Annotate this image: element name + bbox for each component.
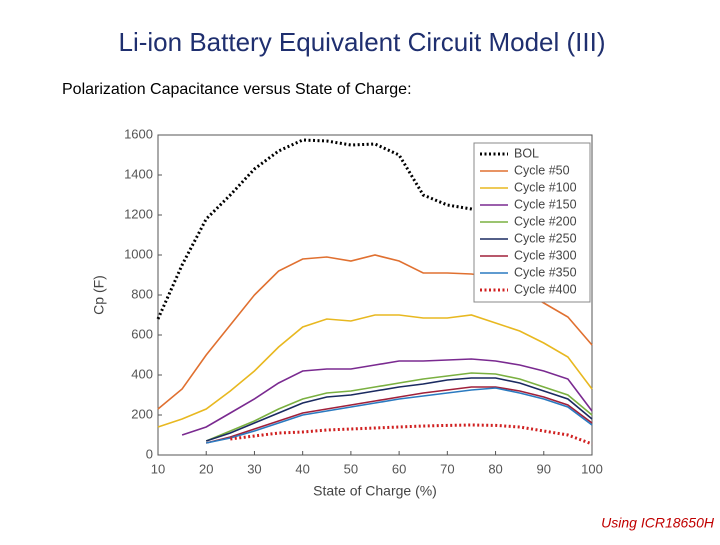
series-line: [181, 358, 593, 436]
y-tick-label: 1200: [124, 206, 153, 221]
series-line: [205, 377, 593, 442]
x-tick-label: 10: [151, 461, 165, 476]
y-tick-label: 1000: [124, 246, 153, 261]
y-tick-label: 400: [131, 366, 153, 381]
legend: BOL Cycle #50 Cycle #100 Cycle #150 Cycle #2…: [473, 142, 591, 303]
x-tick-label: 100: [581, 461, 603, 476]
series-line: [157, 314, 593, 428]
x-tick-label: 40: [295, 461, 309, 476]
legend-label: Cycle #150: [514, 197, 577, 211]
y-tick-label: 1400: [124, 166, 153, 181]
x-tick-label: 50: [344, 461, 358, 476]
x-tick-label: 30: [247, 461, 261, 476]
slide-title: Li-ion Battery Equivalent Circuit Model …: [119, 27, 606, 57]
x-tick-label: 70: [440, 461, 454, 476]
x-tick-label: 90: [537, 461, 551, 476]
legend-label: Cycle #250: [514, 231, 577, 245]
legend-label: BOL: [514, 146, 539, 160]
y-axis-label: Cp (F): [91, 275, 107, 315]
series-line: [205, 372, 593, 442]
x-tick-label: 60: [392, 461, 406, 476]
x-axis-label: State of Charge (%): [313, 483, 437, 499]
legend-label: Cycle #100: [514, 180, 577, 194]
y-tick-label: 200: [131, 406, 153, 421]
legend-label: Cycle #400: [514, 282, 577, 296]
y-tick-label: 0: [146, 446, 153, 461]
legend-label: Cycle #350: [514, 265, 577, 279]
x-tick-label: 20: [199, 461, 213, 476]
footnote: Using ICR18650H: [601, 515, 715, 531]
series-line: [206, 387, 593, 444]
y-tick-label: 800: [131, 286, 153, 301]
x-tick-label: 80: [488, 461, 502, 476]
series-line: [230, 423, 593, 446]
legend-label: Cycle #200: [514, 214, 577, 228]
legend-label: Cycle #300: [514, 248, 577, 262]
series-line: [206, 386, 593, 444]
subtitle: Polarization Capacitance versus State of…: [62, 81, 412, 98]
legend-label: Cycle #50: [514, 163, 570, 177]
y-tick-label: 1600: [124, 126, 153, 141]
y-tick-label: 600: [131, 326, 153, 341]
